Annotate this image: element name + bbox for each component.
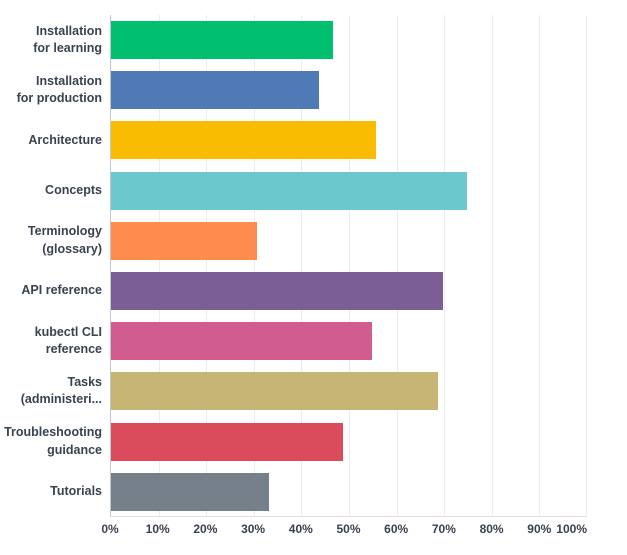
x-tick-label: 100% bbox=[556, 522, 587, 536]
category-label: Concepts bbox=[0, 166, 110, 216]
gridline bbox=[491, 15, 493, 516]
bar-row: Tasks (administeri... bbox=[0, 366, 588, 416]
gridline bbox=[158, 15, 160, 516]
bar bbox=[111, 422, 343, 461]
bar-track bbox=[110, 65, 588, 115]
bar-track bbox=[110, 467, 588, 517]
category-label: kubectl CLI reference bbox=[0, 316, 110, 366]
bar-track bbox=[110, 366, 588, 416]
x-tick-label: 10% bbox=[145, 522, 170, 536]
gridline bbox=[301, 15, 303, 516]
category-label: Architecture bbox=[0, 115, 110, 165]
bar bbox=[111, 221, 257, 260]
bar-row: API reference bbox=[0, 266, 588, 316]
category-label: Tutorials bbox=[0, 467, 110, 517]
bar-row: Concepts bbox=[0, 166, 588, 216]
x-tick-label: 40% bbox=[288, 522, 313, 536]
bar-track bbox=[110, 316, 588, 366]
category-label-line: for learning bbox=[33, 41, 102, 56]
bar-row: Architecture bbox=[0, 115, 588, 165]
category-label: Installation for learning bbox=[0, 15, 110, 65]
gridline bbox=[349, 15, 350, 516]
plot-area bbox=[110, 15, 587, 517]
bar bbox=[111, 272, 444, 311]
bar-track bbox=[110, 216, 588, 266]
bar-row: Installation for learning bbox=[0, 15, 588, 65]
bar-row: kubectl CLI reference bbox=[0, 316, 588, 366]
bar-row: Terminology (glossary) bbox=[0, 216, 588, 266]
bar-track bbox=[110, 166, 588, 216]
bar bbox=[111, 121, 377, 160]
gridline bbox=[539, 15, 541, 516]
bar-rows-layer: Installation for learning Installation for … bbox=[0, 15, 588, 517]
x-tick-label: 90% bbox=[527, 522, 552, 536]
bar bbox=[111, 21, 334, 60]
bar-track bbox=[110, 115, 588, 165]
category-label-line: Troubleshooting bbox=[4, 425, 102, 440]
gridline bbox=[396, 15, 398, 516]
bar bbox=[111, 472, 269, 511]
x-tick-label: 80% bbox=[479, 522, 504, 536]
x-tick-label: 50% bbox=[336, 522, 361, 536]
bar bbox=[111, 322, 372, 361]
bar bbox=[111, 171, 468, 210]
category-label: Troubleshooting guidance bbox=[0, 417, 110, 467]
category-label-line: kubectl CLI bbox=[34, 324, 102, 339]
category-label: API reference bbox=[0, 266, 110, 316]
bar-track bbox=[110, 417, 588, 467]
bar-row: Tutorials bbox=[0, 467, 588, 517]
x-tick-label: 0% bbox=[101, 522, 119, 536]
category-label-line: for production bbox=[16, 91, 102, 106]
category-label: Tasks (administeri... bbox=[0, 366, 110, 416]
category-label-line: Tutorials bbox=[50, 484, 102, 499]
category-label-line: guidance bbox=[47, 442, 102, 457]
bar bbox=[111, 372, 439, 411]
category-label-line: Terminology bbox=[27, 224, 102, 239]
x-axis: 0% 10% 20% 30% 40% 50% 60% 70% 80% 90% 100% bbox=[101, 522, 587, 542]
gridline bbox=[444, 15, 446, 516]
category-label-line: Installation bbox=[36, 73, 102, 88]
bar-row: Installation for production bbox=[0, 65, 588, 115]
gridline bbox=[253, 15, 255, 516]
gridline bbox=[586, 15, 587, 516]
category-label-line: Concepts bbox=[45, 182, 102, 197]
category-label-line: Architecture bbox=[28, 132, 102, 147]
category-label-line: reference bbox=[45, 342, 102, 357]
x-tick-label: 20% bbox=[193, 522, 218, 536]
category-label: Terminology (glossary) bbox=[0, 216, 110, 266]
category-label-line: (glossary) bbox=[42, 241, 102, 256]
category-label-line: Installation bbox=[36, 23, 102, 38]
x-tick-label: 30% bbox=[241, 522, 266, 536]
x-tick-label: 70% bbox=[431, 522, 456, 536]
bar-track bbox=[110, 15, 588, 65]
x-tick-label: 60% bbox=[384, 522, 409, 536]
bar bbox=[111, 71, 319, 110]
category-label-line: (administeri... bbox=[20, 392, 102, 407]
category-label-line: API reference bbox=[21, 283, 102, 298]
bar-row: Troubleshooting guidance bbox=[0, 417, 588, 467]
bar-track bbox=[110, 266, 588, 316]
category-label-line: Tasks bbox=[67, 374, 102, 389]
gridline bbox=[206, 15, 208, 516]
category-label: Installation for production bbox=[0, 65, 110, 115]
